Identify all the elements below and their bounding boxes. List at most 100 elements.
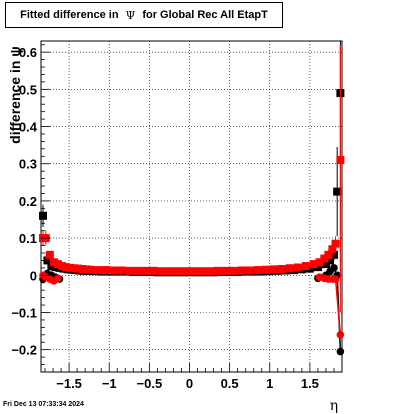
mean-marker bbox=[281, 266, 290, 275]
y-tick-label: 0.1 bbox=[19, 231, 37, 246]
grid bbox=[41, 41, 342, 372]
title-prefix: Fitted difference in bbox=[20, 9, 122, 21]
mean-marker bbox=[297, 265, 306, 274]
axes: −1.5 −1 −0.5 0 0.5 1 1.5 −0.2 −0.1 0 0.1 0.2 0.3 0.4 0… bbox=[11, 44, 343, 391]
title-box: Fitted difference in Ψ for Global Rec Al… bbox=[5, 2, 283, 28]
y-tick-label: 0.6 bbox=[19, 45, 37, 60]
mean-marker bbox=[113, 267, 122, 276]
y-tick-label: 0.3 bbox=[19, 157, 37, 172]
mean-marker bbox=[145, 267, 154, 276]
mean-marker bbox=[49, 258, 58, 267]
mean-marker bbox=[193, 268, 202, 277]
mean-marker bbox=[273, 266, 282, 275]
mean-marker bbox=[85, 265, 94, 274]
mean-marker bbox=[241, 267, 250, 276]
width-marker bbox=[336, 331, 345, 339]
y-tick-label: −0.2 bbox=[11, 343, 37, 358]
mean-marker bbox=[61, 263, 70, 272]
mean-marker bbox=[57, 262, 66, 271]
mean-marker bbox=[237, 266, 246, 275]
mean-marker bbox=[321, 260, 330, 269]
mean-marker bbox=[169, 268, 178, 277]
y-axis-label: difference in ψ bbox=[7, 46, 23, 144]
x-tick-label: 0.5 bbox=[221, 376, 239, 391]
mean-marker bbox=[117, 266, 126, 275]
y-tick-label: −0.1 bbox=[11, 305, 37, 320]
mean-marker bbox=[45, 250, 54, 259]
x-tick-label: −1 bbox=[102, 376, 117, 391]
mean-marker bbox=[293, 263, 302, 272]
title-symbol: Ψ bbox=[125, 8, 136, 22]
mean-marker bbox=[277, 264, 286, 273]
mean-marker bbox=[121, 267, 130, 276]
mean-marker bbox=[161, 268, 170, 277]
mean-marker bbox=[233, 267, 242, 276]
mean-marker bbox=[177, 268, 186, 277]
data-series bbox=[39, 41, 345, 356]
mean-marker bbox=[43, 256, 52, 265]
width-marker bbox=[336, 347, 345, 356]
mean-marker bbox=[329, 250, 338, 259]
mean-marker bbox=[173, 267, 182, 276]
mean-marker bbox=[225, 267, 234, 276]
mean-marker bbox=[157, 267, 166, 276]
mean-marker bbox=[165, 267, 174, 276]
x-tick-label: 1.5 bbox=[301, 376, 319, 391]
x-tick-label: 0 bbox=[186, 376, 193, 391]
mean-marker bbox=[245, 266, 254, 275]
mean-marker bbox=[209, 268, 218, 277]
mean-marker bbox=[229, 266, 238, 275]
mean-marker bbox=[305, 264, 314, 273]
y-tick-label: 0.4 bbox=[19, 120, 38, 135]
mean-marker bbox=[69, 264, 78, 273]
mean-marker bbox=[137, 267, 146, 276]
mean-marker bbox=[109, 266, 118, 275]
mean-marker bbox=[73, 264, 82, 273]
timestamp: Fri Dec 13 07:33:34 2024 bbox=[3, 401, 84, 408]
x-axis-label: η bbox=[330, 398, 338, 414]
mean-marker bbox=[105, 267, 114, 276]
mean-marker bbox=[325, 256, 334, 265]
title-suffix: for Global Rec All EtapT bbox=[139, 9, 268, 21]
mean-marker bbox=[153, 268, 162, 277]
mean-marker bbox=[185, 268, 194, 277]
mean-marker bbox=[93, 266, 102, 275]
width-line-segment bbox=[334, 278, 342, 335]
mean-marker bbox=[309, 260, 318, 269]
y-tick-label: 0 bbox=[30, 268, 37, 283]
mean-marker bbox=[301, 262, 310, 271]
mean-marker bbox=[285, 264, 294, 273]
mean-marker bbox=[265, 267, 274, 276]
mean-marker bbox=[129, 267, 138, 276]
mean-marker bbox=[257, 267, 266, 276]
mean-marker bbox=[53, 260, 62, 269]
mean-marker bbox=[324, 250, 333, 259]
series-0 bbox=[39, 41, 345, 356]
mean-marker bbox=[125, 266, 134, 275]
mean-marker bbox=[320, 254, 329, 263]
mean-marker bbox=[65, 263, 74, 272]
x-tick-label: −0.5 bbox=[137, 376, 163, 391]
mean-marker bbox=[213, 266, 222, 275]
x-tick-label: 1 bbox=[266, 376, 273, 391]
mean-marker bbox=[315, 258, 324, 267]
mean-marker bbox=[101, 266, 110, 275]
mean-marker bbox=[189, 267, 198, 276]
mean-marker bbox=[269, 265, 278, 274]
series-1 bbox=[39, 48, 345, 339]
mean-marker bbox=[205, 267, 214, 276]
mean-marker bbox=[181, 267, 190, 276]
mean-marker bbox=[289, 266, 298, 275]
y-tick-label: 0.2 bbox=[19, 194, 37, 209]
y-tick-label: 0.5 bbox=[19, 82, 37, 97]
mean-marker bbox=[331, 239, 340, 248]
mean-marker bbox=[141, 266, 150, 275]
mean-marker bbox=[133, 266, 142, 275]
mean-marker bbox=[97, 267, 106, 276]
mean-marker bbox=[221, 266, 230, 275]
mean-marker bbox=[333, 187, 342, 196]
mean-marker bbox=[217, 267, 226, 276]
x-tick-label: −1.5 bbox=[56, 376, 82, 391]
mean-marker bbox=[149, 266, 158, 275]
mean-marker bbox=[328, 245, 337, 254]
